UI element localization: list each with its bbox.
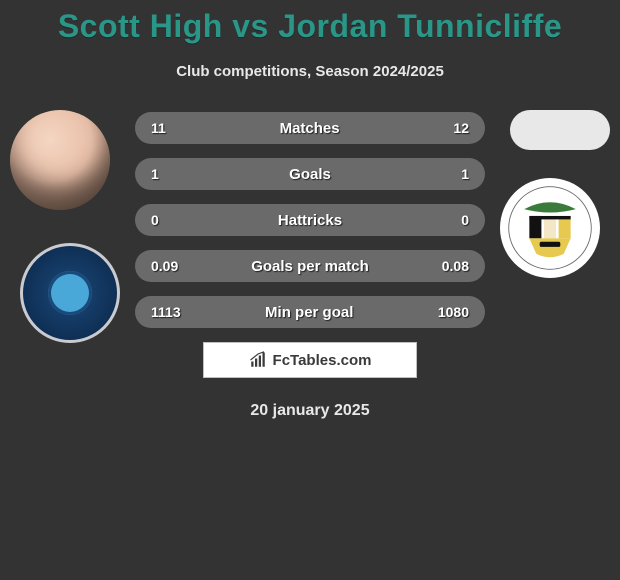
chart-icon — [249, 351, 267, 369]
stat-label: Goals — [159, 166, 461, 183]
player-left-avatar — [10, 110, 110, 210]
club-left-crest — [20, 243, 120, 343]
date-label: 20 january 2025 — [0, 402, 620, 420]
stat-right-value: 0.08 — [442, 258, 469, 274]
stat-left-value: 1113 — [151, 304, 181, 320]
stat-label: Goals per match — [178, 258, 442, 275]
stat-label: Hattricks — [159, 212, 461, 229]
club-right-crest — [500, 178, 600, 278]
stat-row: 0.09 Goals per match 0.08 — [135, 250, 485, 282]
stat-right-value: 1 — [461, 166, 469, 182]
stat-row: 0 Hattricks 0 — [135, 204, 485, 236]
stat-right-value: 0 — [461, 212, 469, 228]
stats-list: 11 Matches 12 1 Goals 1 0 Hattricks 0 0.… — [135, 110, 485, 328]
stat-row: 1 Goals 1 — [135, 158, 485, 190]
stat-left-value: 0 — [151, 212, 159, 228]
watermark-label: FcTables.com — [273, 352, 372, 369]
page-title: Scott High vs Jordan Tunnicliffe — [0, 0, 620, 45]
page-subtitle: Club competitions, Season 2024/2025 — [0, 63, 620, 80]
stat-right-value: 12 — [453, 120, 469, 136]
player-right-avatar — [510, 110, 610, 150]
stat-label: Matches — [166, 120, 454, 137]
stat-left-value: 0.09 — [151, 258, 178, 274]
stat-row: 1113 Min per goal 1080 — [135, 296, 485, 328]
stat-left-value: 1 — [151, 166, 159, 182]
stat-left-value: 11 — [151, 120, 166, 136]
stat-row: 11 Matches 12 — [135, 112, 485, 144]
stat-right-value: 1080 — [438, 304, 469, 320]
comparison-panel: 11 Matches 12 1 Goals 1 0 Hattricks 0 0.… — [0, 110, 620, 420]
watermark: FcTables.com — [203, 342, 417, 378]
stat-label: Min per goal — [181, 304, 438, 321]
solihull-crest-icon — [507, 185, 593, 271]
